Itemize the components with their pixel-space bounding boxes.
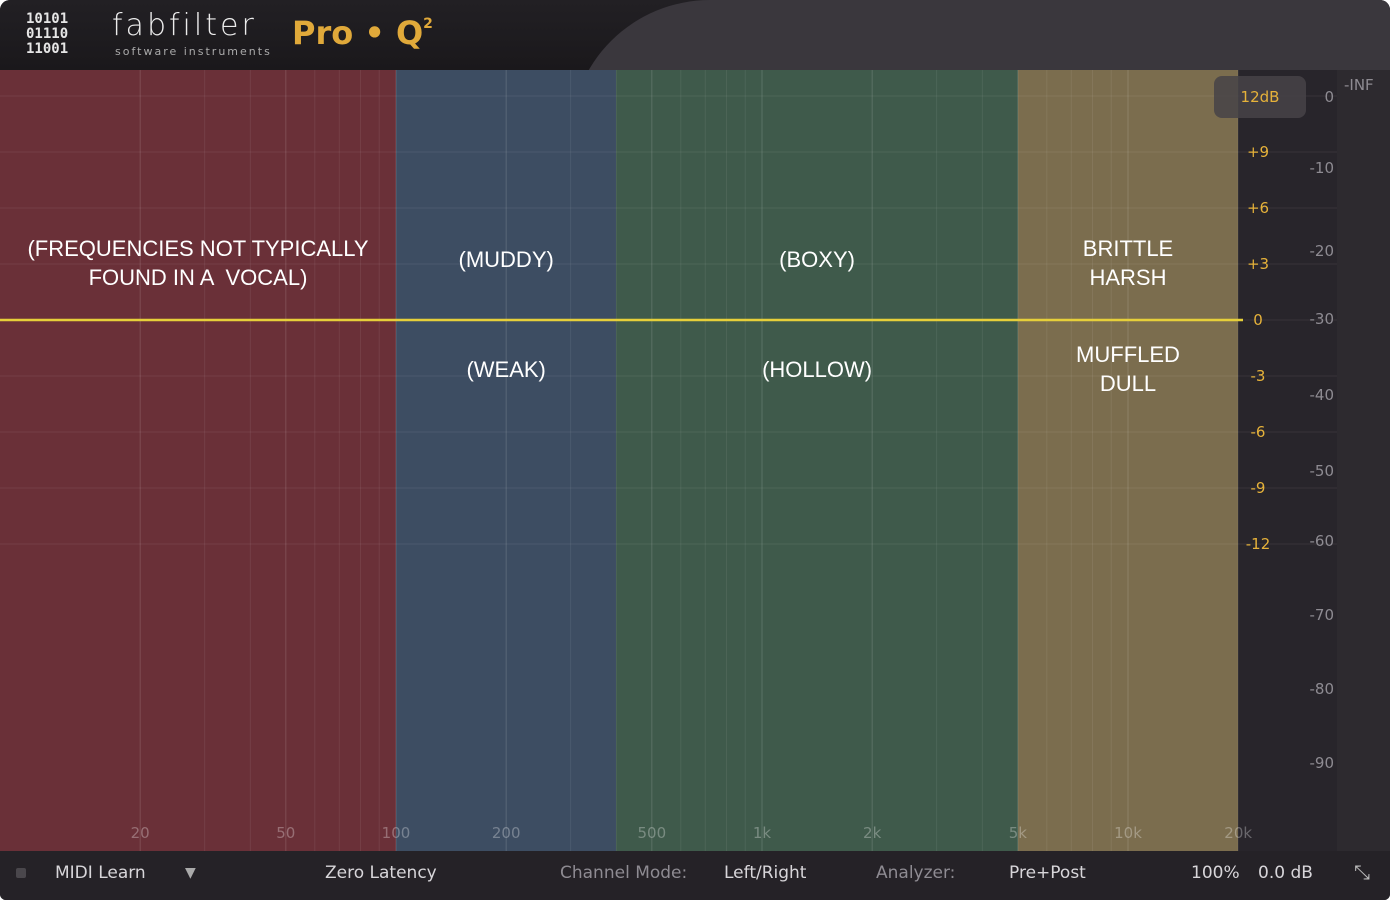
gain-tick-label: +9: [1246, 143, 1270, 161]
gain-tick-label: -9: [1250, 479, 1266, 497]
meter-tick-label: -50: [1309, 462, 1335, 480]
gain-tick-label: -3: [1250, 367, 1266, 385]
frequency-band: [1017, 70, 1239, 851]
frequency-band: [396, 70, 617, 851]
brand-name: fabfilter: [112, 8, 257, 43]
meter-tick-label: -80: [1309, 680, 1335, 698]
logo-row: 11001: [26, 41, 69, 57]
band-label-bottom: MUFFLED DULL: [1076, 342, 1180, 396]
band-label-bottom: (WEAK): [466, 357, 546, 382]
level-meter: [1337, 70, 1390, 851]
freq-tick-label: 2k: [863, 824, 882, 842]
gain-tick-label: +6: [1246, 199, 1270, 217]
product-name: Pro • Q2: [292, 14, 433, 52]
logo-row: 10101: [26, 11, 69, 27]
meter-tick-label: 0: [1324, 88, 1334, 106]
footer-bar: MIDI Learn ▼ Zero Latency Channel Mode: …: [0, 851, 1390, 900]
freq-tick-label: 200: [491, 824, 521, 842]
zoom-value[interactable]: 100%: [1191, 863, 1240, 883]
channel-mode-label: Channel Mode:: [560, 863, 688, 883]
frequency-band: [616, 70, 1018, 851]
band-label-bottom: (HOLLOW): [762, 357, 873, 382]
brand-subtitle: software instruments: [115, 45, 272, 58]
meter-tick-label: -90: [1309, 754, 1335, 772]
midi-indicator-icon: [16, 868, 26, 878]
meter-tick-label: -60: [1309, 532, 1335, 550]
band-label-top: BRITTLE HARSH: [1082, 236, 1174, 290]
logo-row: 01110: [26, 26, 69, 42]
fabfilter-logo: 10101 01110 11001: [26, 12, 68, 57]
analyzer-button[interactable]: Pre+Post: [1009, 863, 1086, 883]
freq-tick-label: 500: [637, 824, 667, 842]
latency-button[interactable]: Zero Latency: [325, 863, 437, 883]
product-title: Pro • Q: [292, 14, 424, 52]
product-version: 2: [423, 16, 433, 32]
band-label-top: (FREQUENCIES NOT TYPICALLY FOUND IN A VO…: [27, 236, 369, 290]
gain-tick-label: -12: [1245, 535, 1271, 553]
display-range-button[interactable]: 12dB: [1214, 76, 1306, 118]
eq-display[interactable]: (FREQUENCIES NOT TYPICALLY FOUND IN A VO…: [0, 70, 1390, 851]
analyzer-label: Analyzer:: [876, 863, 956, 883]
meter-tick-label: -70: [1309, 606, 1335, 624]
gain-tick-label: 0: [1253, 311, 1263, 329]
midi-learn-button[interactable]: MIDI Learn: [55, 863, 146, 883]
meter-tick-label: -20: [1309, 242, 1335, 260]
freq-tick-label: 100: [381, 824, 411, 842]
meter-tick-label: -10: [1309, 159, 1335, 177]
midi-dropdown-icon[interactable]: ▼: [185, 865, 196, 881]
band-label-top: (MUDDY): [458, 247, 554, 272]
frequency-band: [0, 70, 396, 851]
gain-tick-label: -6: [1250, 423, 1266, 441]
header: 10101 01110 11001 fabfilter software ins…: [0, 0, 1390, 140]
meter-tick-label: -40: [1309, 386, 1335, 404]
freq-tick-label: 20: [130, 824, 150, 842]
eq-grid: [0, 70, 1390, 851]
fullscreen-icon[interactable]: ⤡: [1354, 860, 1370, 884]
freq-tick-label: 50: [276, 824, 296, 842]
band-label-top: (BOXY): [779, 247, 855, 272]
freq-tick-label: 10k: [1114, 824, 1142, 842]
freq-tick-label: 5k: [1008, 824, 1027, 842]
freq-tick-label: 1k: [752, 824, 772, 842]
output-gain-value[interactable]: 0.0 dB: [1258, 863, 1313, 883]
channel-mode-button[interactable]: Left/Right: [724, 863, 807, 883]
gain-tick-label: +3: [1246, 255, 1270, 273]
freq-tick-label: 20k: [1224, 824, 1253, 842]
meter-inf-label: -INF: [1344, 76, 1374, 94]
meter-tick-label: -30: [1309, 310, 1335, 328]
